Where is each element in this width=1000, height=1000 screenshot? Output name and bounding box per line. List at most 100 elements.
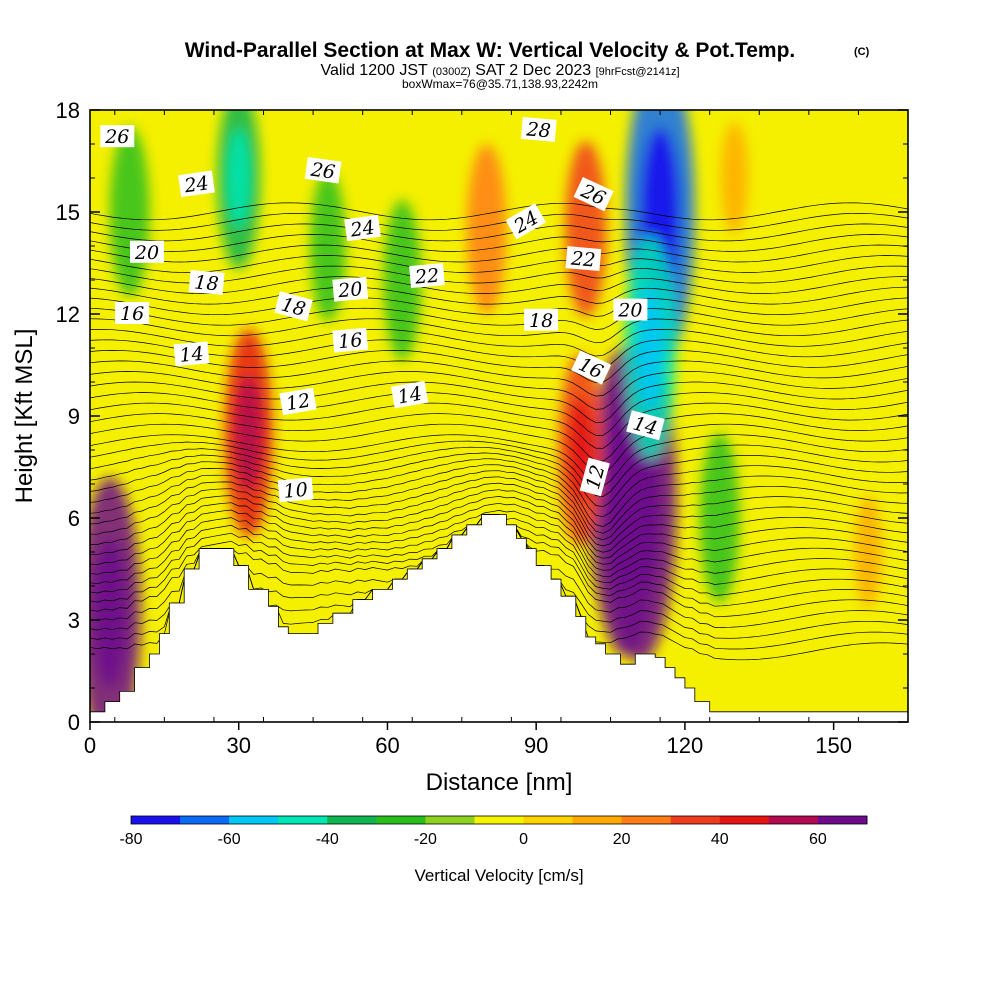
theta-contour-line: [90, 434, 908, 487]
contour-label-box: [565, 246, 602, 272]
y-axis-label: Height [Kft MSL]: [11, 329, 38, 504]
contour-label: 14: [390, 380, 429, 409]
velocity-cell: [466, 144, 507, 314]
contour-label: 18: [274, 291, 313, 322]
x-tick-label: 60: [375, 733, 399, 758]
colorbar-tick-label: -20: [414, 831, 437, 848]
y-tick-label: 15: [56, 200, 80, 225]
colorbar-swatch: [327, 816, 377, 824]
y-tick-label: 3: [68, 608, 80, 633]
contour-label-text: 20: [134, 242, 159, 264]
contour-label-box: [505, 203, 547, 240]
contour-label: 12: [279, 387, 317, 415]
valid-date: SAT 2 Dec 2023: [475, 62, 591, 79]
theta-contour-line: [90, 318, 908, 344]
theta-contour-line: [90, 476, 908, 547]
theta-contour-line: [90, 286, 908, 305]
contour-label-box: [573, 176, 614, 212]
contour-label-text: 24: [348, 216, 376, 241]
theta-contour-line: [90, 496, 908, 565]
theta-contour-line: [90, 328, 908, 357]
contour-label-box: [277, 477, 314, 503]
contour-label: 12: [579, 457, 610, 497]
contour-label-box: [115, 302, 150, 324]
contour-label-text: 18: [193, 271, 219, 295]
colorbar-frame: [130, 815, 868, 825]
contour-label-text: 18: [529, 310, 553, 332]
theta-contour-line: [90, 255, 908, 273]
colorbar-swatch: [572, 816, 623, 824]
contour-label-text: 22: [569, 248, 596, 272]
contour-label-box: [130, 240, 164, 263]
contour-label-box: [344, 214, 381, 242]
theta-contour-line: [90, 234, 908, 252]
colorbar-tick-label: -80: [119, 831, 142, 848]
contour-label-box: [390, 380, 429, 409]
velocity-core: [92, 538, 127, 688]
colorbar-tick-label: 60: [809, 831, 827, 848]
theta-contour-line: [90, 413, 908, 462]
forecast-info: [9hrFcst@2141z]: [596, 66, 680, 78]
theta-contour-line: [90, 446, 908, 508]
theta-contour-line: [90, 244, 908, 263]
velocity-cell: [854, 496, 882, 608]
terrain: [90, 514, 908, 722]
theta-contour-line: [90, 371, 908, 410]
theta-contour-line: [90, 265, 908, 284]
contour-label-text: 14: [179, 343, 205, 367]
contour-label-box: [100, 125, 135, 148]
theta-contour-line: [90, 402, 908, 449]
contour-label-text: 22: [413, 265, 440, 289]
contour-label: 20: [130, 240, 164, 264]
velocity-cell: [109, 127, 150, 297]
contour-label: 26: [100, 125, 135, 148]
theta-contour-line: [90, 502, 908, 571]
y-tick-label: 18: [56, 98, 80, 123]
colorbar-swatch: [621, 816, 672, 824]
colorbar-swatch: [768, 816, 819, 824]
colorbar-tick-label: 20: [613, 831, 631, 848]
axis-ticks: 0 30 60 90 120 150 0 3 6 9 12 15 18: [56, 98, 908, 758]
colorbar-tick-label: -60: [218, 831, 241, 848]
theta-contour-line: [90, 482, 908, 553]
contour-label-text: 24: [182, 172, 210, 197]
contour-label-text: 26: [104, 126, 129, 148]
contour-label: 26: [573, 176, 614, 212]
contour-label: 16: [332, 327, 369, 353]
colorbar-swatch: [180, 816, 230, 824]
theta-contour-line: [90, 470, 908, 541]
colorbar-tick-label: 0: [519, 831, 528, 848]
valid-utc: (0300Z): [432, 66, 471, 78]
theta-contour-line: [90, 223, 908, 242]
contour-label: 16: [115, 302, 150, 325]
contour-label: 22: [565, 246, 602, 272]
contour-label-box: [409, 263, 445, 289]
velocity-core: [227, 127, 251, 229]
contour-label-text: 20: [617, 300, 642, 322]
theta-contour-line: [90, 297, 908, 317]
theta-contour-line: [90, 213, 908, 231]
contour-label-box: [579, 457, 610, 497]
colorbar-label: Vertical Velocity [cm/s]: [414, 866, 583, 885]
y-tick-label: 12: [56, 302, 80, 327]
copyright-mark: (C): [854, 46, 870, 58]
theta-contour-line: [90, 458, 908, 527]
colorbar-swatch: [376, 816, 426, 824]
colorbar-swatch: [523, 816, 574, 824]
contour-label: 18: [524, 308, 559, 332]
theta-contour-line: [90, 440, 908, 497]
contour-label-text: 10: [283, 479, 309, 503]
x-tick-label: 90: [524, 733, 548, 758]
contour-label-text: 16: [337, 329, 363, 353]
contour-label-box: [571, 350, 612, 385]
colorbar-swatch: [425, 816, 475, 824]
theta-contour-line: [90, 276, 908, 294]
theta-contour-line: [90, 464, 908, 534]
contour-label-text: 26: [309, 158, 337, 183]
theta-contour-line: [90, 202, 908, 221]
theta-contour-line: [90, 350, 908, 384]
contour-label-box: [188, 269, 225, 295]
x-tick-label: 150: [815, 733, 852, 758]
